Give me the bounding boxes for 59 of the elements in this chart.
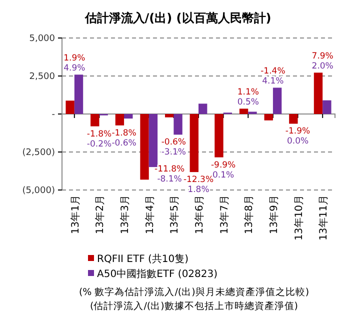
- annotation: 0.1%: [212, 170, 234, 180]
- annotation: 0.0%: [286, 136, 309, 147]
- bar: [164, 114, 174, 118]
- x-tick-label: 13年9月: [268, 195, 280, 234]
- annotation: -12.3%: [183, 175, 214, 186]
- annotation: -0.2%: [86, 139, 112, 150]
- annotation: -11.8%: [154, 164, 185, 175]
- annotation: 2.0%: [312, 62, 334, 72]
- annotation: -1.4%: [260, 66, 286, 77]
- bar: [289, 114, 298, 124]
- annotation: -1.8%: [112, 128, 136, 138]
- bar: [124, 114, 133, 119]
- x-tick-label: 13年8月: [243, 195, 256, 234]
- bar: [314, 72, 323, 114]
- y-tick-label: (5,000): [22, 186, 55, 196]
- bar: [74, 74, 84, 114]
- x-tick-label: 13年5月: [168, 195, 181, 234]
- annotation: -0.6%: [161, 138, 186, 148]
- x-tick-label: 13年3月: [119, 195, 132, 234]
- annotation: 0.5%: [237, 98, 259, 108]
- y-tick-label: (2,500): [22, 148, 55, 158]
- bar: [198, 104, 208, 114]
- legend-label: RQFII ETF (共10隻): [97, 253, 189, 265]
- annotation: -9.9%: [210, 160, 236, 170]
- annotation: 1.1%: [237, 88, 259, 98]
- x-tick-label: 13年1月: [69, 195, 82, 234]
- bar: [322, 100, 332, 114]
- x-tick-label: 13年6月: [194, 195, 206, 234]
- annotation: 1.9%: [64, 54, 86, 64]
- bar: [115, 114, 124, 126]
- y-tick-label: 2,500: [29, 72, 56, 82]
- annotation: -0.6%: [112, 138, 136, 148]
- annotation: -1.8%: [86, 129, 112, 140]
- bar: [214, 114, 224, 158]
- annotation: -1.9%: [285, 126, 310, 137]
- text: (估計淨流入/(出)數據不包括上市時總資產淨值): [90, 300, 298, 312]
- chart-title: 估計淨流入/(出) (以百萬人民幣計): [84, 11, 272, 25]
- annotation: -8.1%: [157, 174, 182, 185]
- annotation: 1.8%: [188, 185, 210, 196]
- annotation: 4.9%: [64, 64, 86, 74]
- annotation: 4.1%: [262, 76, 284, 87]
- bar: [66, 100, 74, 114]
- bar: [272, 88, 282, 114]
- bar: [239, 108, 248, 114]
- bar: [90, 114, 100, 126]
- x-tick-label: 13年7月: [218, 195, 230, 234]
- annotation: 7.9%: [312, 52, 334, 62]
- text: (% 數字為估計淨流入/(出)與月未總資產淨值之比較): [78, 286, 310, 298]
- bar: [174, 114, 182, 135]
- bar: [140, 114, 149, 180]
- x-tick-label: 13年4月: [144, 195, 156, 234]
- bar: [264, 114, 273, 120]
- legend-label: A50中國指數ETF (02823): [97, 268, 218, 280]
- bar: [190, 114, 198, 172]
- x-tick-label: 13年10月: [292, 195, 305, 240]
- x-tick-label: 13年2月: [94, 195, 106, 234]
- y-tick-label: -: [52, 110, 55, 120]
- y-tick-label: 5,000: [29, 34, 56, 44]
- x-tick-label: 13年11月: [318, 195, 330, 240]
